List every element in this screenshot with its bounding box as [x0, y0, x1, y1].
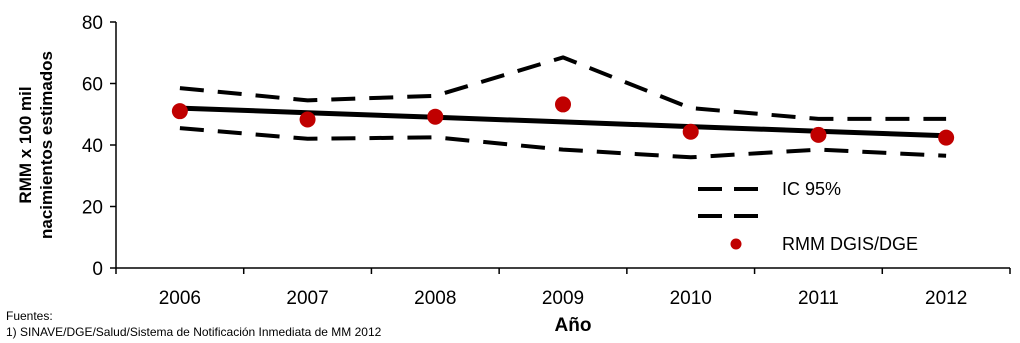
x-tick-label: 2008 [414, 288, 456, 309]
rmm-data-point [299, 111, 316, 128]
y-tick-label: 0 [92, 259, 103, 280]
x-tick-label: 2010 [670, 288, 712, 309]
legend-ci-label: IC 95% [782, 179, 841, 199]
legend-rmm-marker [730, 238, 742, 250]
y-tick-label: 80 [82, 13, 103, 34]
rmm-data-point [171, 103, 188, 120]
rmm-data-point [938, 129, 955, 146]
y-axis-title-line2: nacimientos estimados [37, 51, 56, 239]
ci-lower-line [179, 126, 947, 160]
x-tick-label: 2011 [798, 288, 839, 309]
y-tick-label: 20 [82, 198, 103, 219]
rmm-data-point [682, 123, 699, 140]
footnote-heading: Fuentes: [6, 309, 53, 323]
legend: IC 95% RMM DGIS/DGE [698, 179, 918, 254]
rmm-data-point [427, 108, 444, 125]
x-tick-label: 2009 [542, 288, 584, 309]
y-tick-label: 40 [82, 136, 103, 157]
x-tick-label: 2012 [925, 288, 967, 309]
legend-rmm-label: RMM DGIS/DGE [782, 234, 918, 254]
x-tick-label: 2007 [286, 288, 328, 309]
footnote-line1: 1) SINAVE/DGE/Salud/Sistema de Notificac… [6, 325, 382, 339]
y-tick-label: 60 [82, 75, 103, 96]
rmm-data-point [810, 126, 827, 143]
x-tick-label: 2006 [159, 288, 201, 309]
y-axis-title-line1: RMM x 100 mil [16, 86, 35, 203]
x-axis-title: Año [555, 315, 592, 336]
rmm-data-point [555, 96, 571, 113]
ci-upper-line [179, 55, 947, 121]
